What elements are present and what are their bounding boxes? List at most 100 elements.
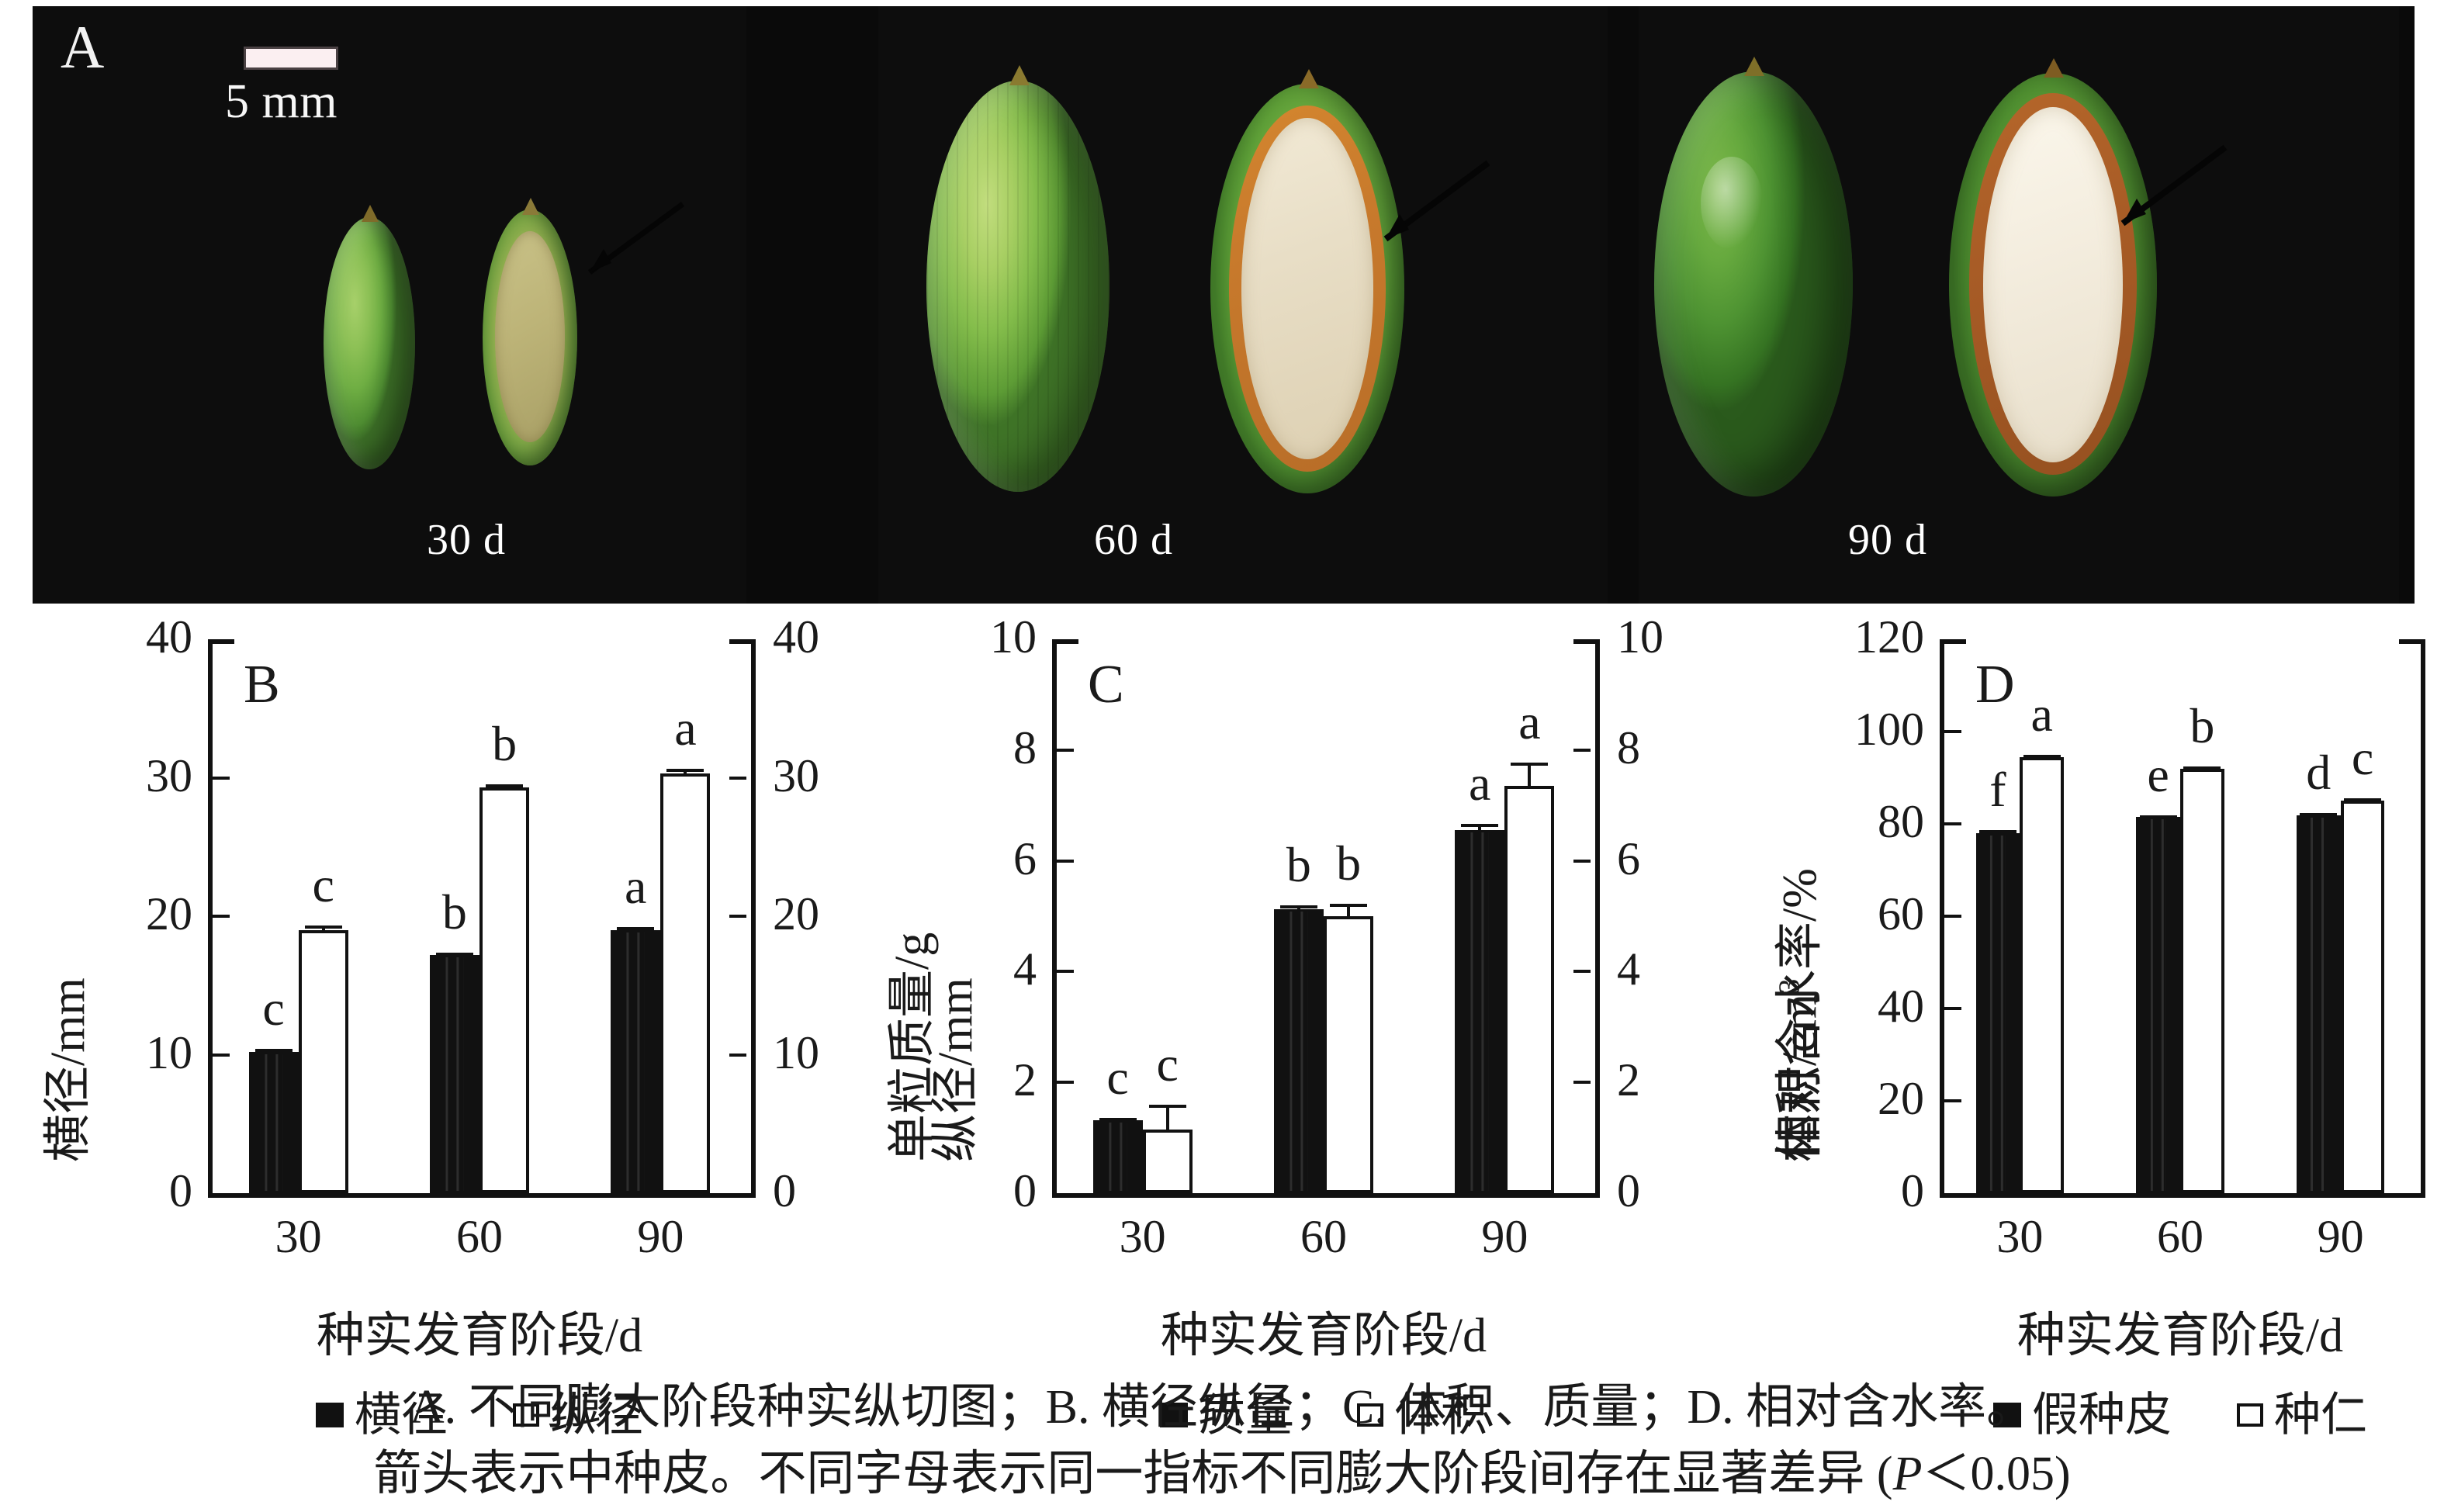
bar-C-30-体积 [1142,1129,1193,1193]
ytick-label-left-D-60: 60 [1878,888,1924,939]
sig-letter-D-60-假种皮: e [2147,746,2169,802]
stage-label-90d: 90 d [1848,516,1927,564]
ytick-label-right-B-10: 10 [773,1026,819,1078]
ytick-label-right-C-10: 10 [1617,611,1663,663]
legend-label-C-0: 质量 [1199,1389,1292,1441]
ytick-label-left-B-40: 40 [146,611,192,663]
y-axis-left-C [1052,639,1057,1196]
bar-hatch [1470,832,1489,1191]
xtick-label-C-30: 30 [1119,1211,1166,1262]
y-axis-right-B [751,639,756,1196]
bar-hatch [1108,1122,1127,1191]
bar-hatch [1290,912,1308,1191]
legend-label-D-0: 假种皮 [2032,1389,2172,1441]
bar-C-90-质量 [1455,830,1505,1193]
caption-p-symbol: P [1892,1447,1923,1500]
errorbar-cap-C-60-体积 [1330,904,1368,908]
x-axis-title-B: 种实发育阶段/d [316,1310,643,1362]
top-cap-right-D [2399,639,2425,644]
legend-item-B-横径: 横径 [316,1392,448,1438]
errorbar-C-60-体积 [1347,904,1351,916]
ytick-right-C-8 [1573,748,1591,752]
middle-seed-coat-arrow-90d [2120,144,2228,227]
bar-D-90-种仁 [2340,801,2385,1193]
legend-C: 质量 体积 [974,1392,1673,1438]
fruit-90d-whole [1654,57,1853,497]
legend-swatch-solid [1160,1403,1188,1427]
errorbar-cap-B-30-横径 [254,1049,293,1053]
bar-hatch [2150,819,2166,1191]
sig-letter-B-90-纵径: a [674,700,697,756]
ytick-label-right-B-40: 40 [773,611,819,663]
errorbar-cap-C-90-体积 [1511,763,1549,766]
bar-B-60-纵径 [479,787,530,1193]
ytick-label-right-C-4: 4 [1617,943,1640,995]
legend-item-C-体积: 体积 [1357,1392,1487,1438]
caption-line-2-pre: 箭头表示中种皮。不同字母表示同一指标不同膨大阶段间存在显著差异 ( [373,1447,1893,1500]
legend-item-C-质量: 质量 [1160,1392,1292,1438]
errorbar-cap-C-30-体积 [1148,1104,1186,1108]
ytick-label-right-B-20: 20 [773,888,819,939]
ytick-label-left-C-6: 6 [1013,832,1037,884]
sig-letter-D-90-种仁: c [2351,729,2374,785]
x-axis-B [208,1193,756,1198]
ytick-left-D-20 [1944,1099,1961,1102]
ytick-right-C-2 [1573,1081,1591,1085]
errorbar-cap-D-30-种仁 [2023,754,2061,758]
caption-line-2-post: ＜0.05) [1922,1447,2071,1500]
sig-letter-D-30-种仁: a [2030,686,2053,742]
ytick-left-D-40 [1944,1007,1961,1010]
errorbar-C-30-体积 [1165,1104,1169,1130]
xtick-label-B-30: 30 [275,1211,322,1262]
bar-D-60-种仁 [2180,768,2224,1193]
y-axis-left-D [1940,639,1944,1196]
ytick-left-C-8 [1057,748,1074,752]
errorbar-cap-D-90-假种皮 [2300,813,2338,817]
errorbar-cap-D-90-种仁 [2344,798,2382,801]
legend-label-D-1: 种仁 [2274,1389,2367,1441]
errorbar-cap-C-30-质量 [1099,1117,1137,1121]
legend-swatch-solid [1993,1403,2021,1427]
ytick-label-right-C-6: 6 [1617,832,1640,884]
top-cap-left-C [1052,639,1078,644]
ytick-right-C-6 [1573,859,1591,863]
xtick-label-B-90: 90 [637,1211,684,1262]
x-axis-title-C: 种实发育阶段/d [1160,1310,1487,1362]
fruit-30d-section [483,198,577,465]
legend-swatch-solid [316,1403,344,1427]
ytick-left-C-2 [1057,1081,1074,1085]
caption-line-1: A. 不同膨大阶段种实纵切图；B. 横径纵径；C. 体积、质量；D. 相对含水率… [409,1381,2035,1434]
x-axis-D [1940,1193,2425,1198]
legend-swatch-open [513,1403,539,1427]
ytick-right-B-20 [729,915,746,918]
bar-D-30-种仁 [2020,756,2065,1193]
bar-hatch [445,957,464,1191]
legend-swatch-open [1357,1403,1383,1427]
fruit-90d-section [1949,58,2157,497]
errorbar-cap-C-60-质量 [1279,905,1317,908]
sig-letter-C-60-体积: b [1336,836,1362,891]
ytick-right-C-4 [1573,970,1591,974]
top-cap-left-D [1940,639,1966,644]
ytick-left-B-30 [213,776,230,780]
ytick-label-left-C-4: 4 [1013,943,1037,995]
y-axis-right-C [1595,639,1600,1196]
legend-item-D-种仁: 种仁 [2237,1392,2367,1438]
legend-label-B-1: 纵径 [550,1389,643,1441]
ytick-label-left-C-0: 0 [1013,1165,1037,1216]
ytick-left-B-10 [213,1053,230,1057]
panel-a-letter: A [61,13,105,81]
legend-D: 假种皮 种仁 [1862,1392,2444,1438]
legend-item-B-纵径: 纵径 [513,1392,643,1438]
legend-label-B-0: 横径 [355,1389,448,1441]
y-axis-left-B [208,639,213,1196]
sig-letter-C-90-体积: a [1518,694,1541,750]
panel-letter-D: D [1975,655,2015,714]
ytick-left-B-20 [213,915,230,918]
sig-letter-C-30-质量: c [1106,1049,1129,1105]
errorbar-cap-B-60-纵径 [486,784,524,788]
ytick-left-D-80 [1944,822,1961,825]
ytick-right-B-10 [729,1053,746,1057]
errorbar-cap-D-30-假种皮 [1978,830,2016,834]
bar-B-30-纵径 [298,929,348,1193]
